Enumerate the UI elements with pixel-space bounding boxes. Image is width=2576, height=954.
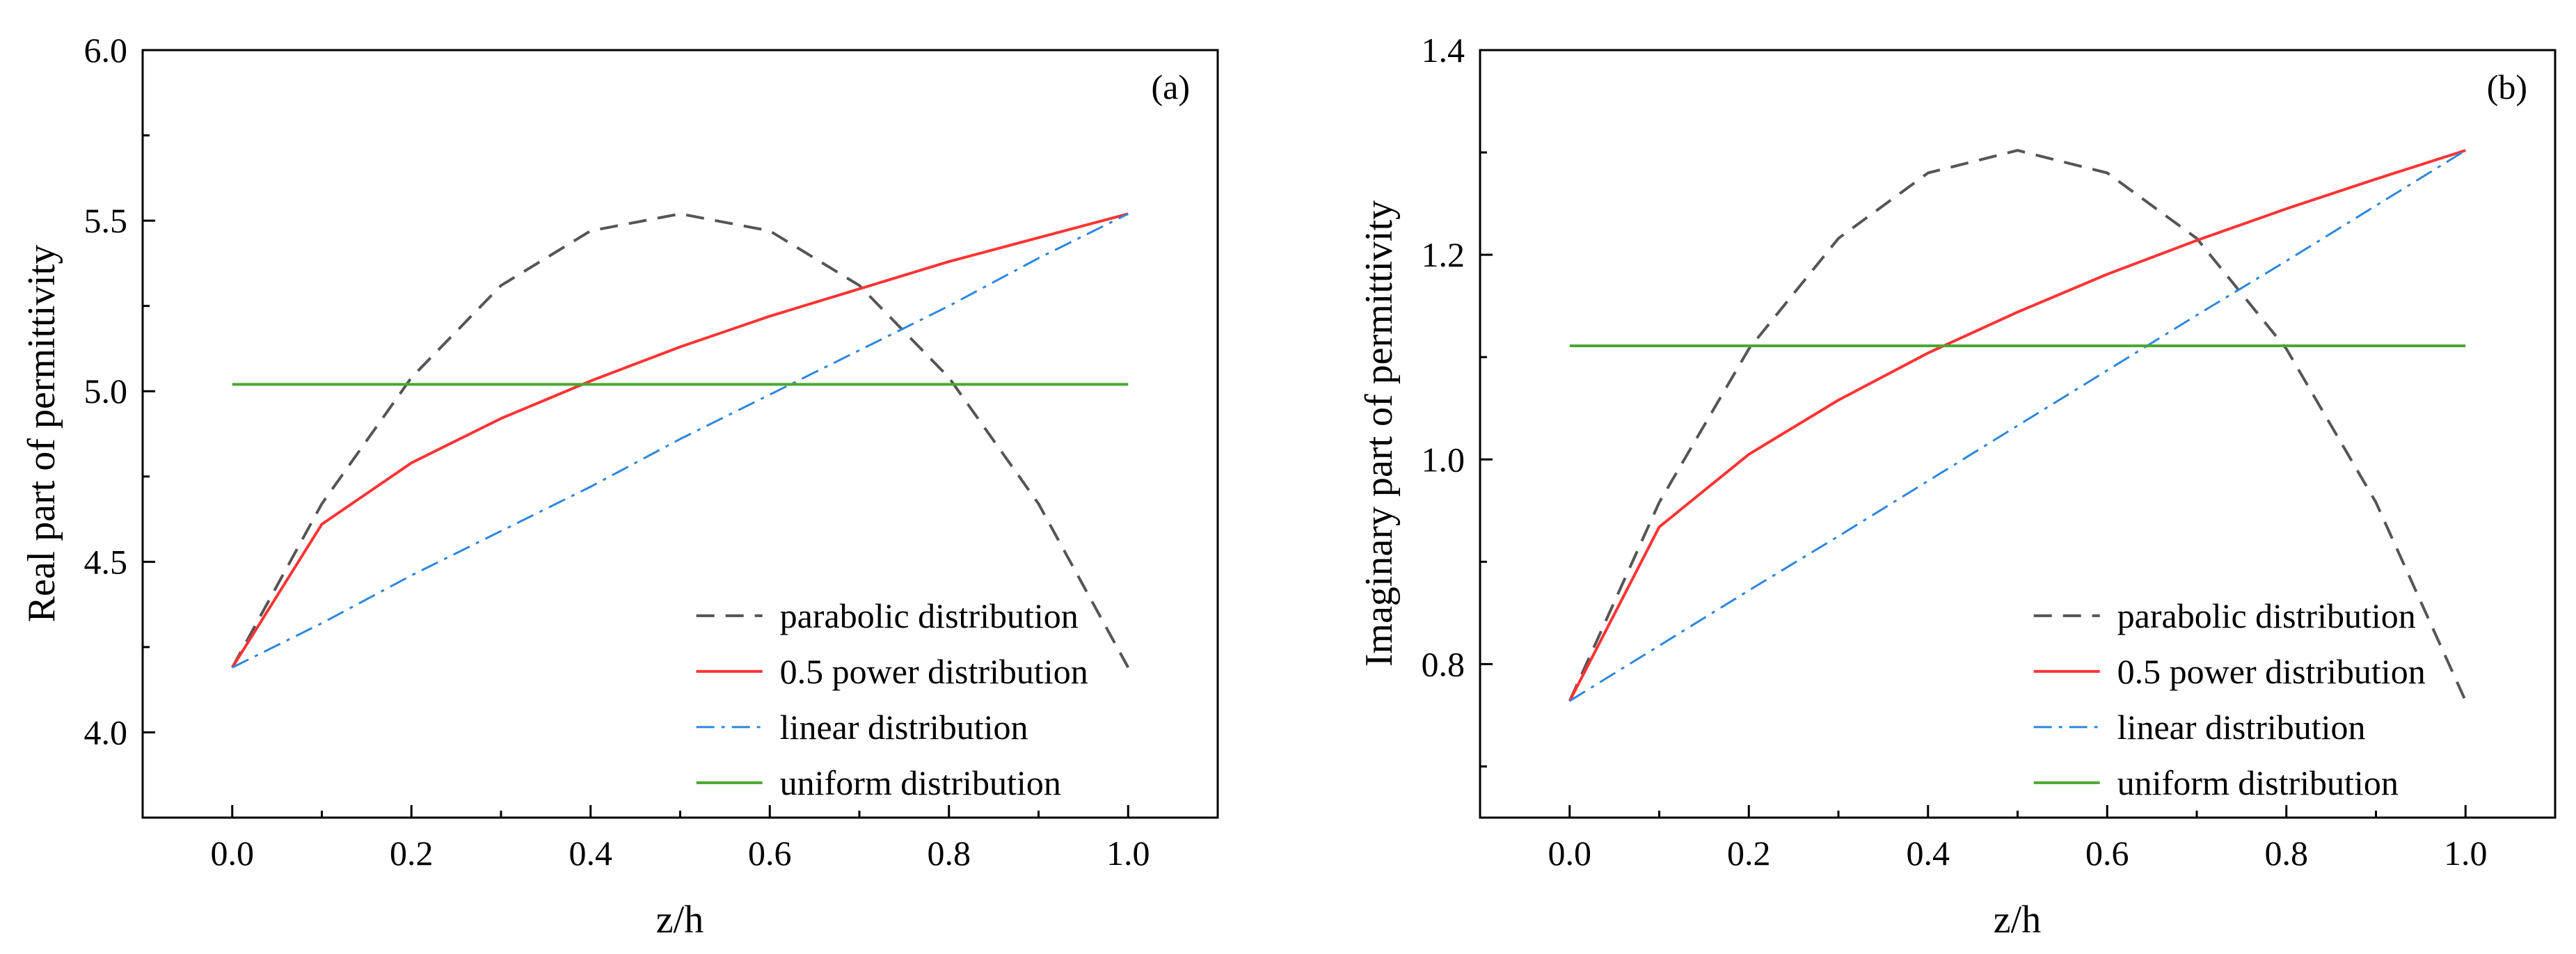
chart-panel-a: 0.0 0.2 0.4 0.6 0.8 1.0 4.0 4.5 5.0 5.5 6.0 parabo… bbox=[20, 31, 1219, 941]
y-tick-label: 4.5 bbox=[84, 542, 128, 581]
x-tick-label: 0.0 bbox=[1548, 834, 1592, 873]
legend: parabolic distribution 0.5 power distribu… bbox=[2033, 596, 2426, 802]
x-tick-label: 0.6 bbox=[2085, 834, 2129, 873]
tick-labels: 0.0 0.2 0.4 0.6 0.8 1.0 4.0 4.5 5.0 5.5 6.0 bbox=[84, 31, 1150, 873]
legend-label: parabolic distribution bbox=[780, 596, 1079, 635]
y-axis-label: Real part of permittivity bbox=[20, 245, 63, 623]
panel-label: (a) bbox=[1152, 67, 1191, 106]
legend-label: linear distribution bbox=[780, 708, 1028, 747]
y-tick-label: 4.0 bbox=[84, 713, 128, 752]
y-tick-label: 5.5 bbox=[84, 201, 128, 240]
y-tick-label: 1.4 bbox=[1422, 31, 1465, 70]
x-axis-label: z/h bbox=[656, 898, 703, 941]
tick-marks bbox=[143, 49, 1129, 818]
panel-label: (b) bbox=[2487, 67, 2527, 106]
tick-labels: 0.0 0.2 0.4 0.6 0.8 1.0 0.8 1.0 1.2 1.4 bbox=[1422, 31, 2488, 873]
plot-frame bbox=[141, 49, 1219, 819]
legend-label: uniform distribution bbox=[780, 763, 1061, 802]
y-tick-label: 5.0 bbox=[84, 372, 128, 411]
x-tick-label: 0.2 bbox=[390, 834, 434, 873]
series-line-3 bbox=[232, 212, 1129, 669]
y-tick-label: 1.2 bbox=[1422, 235, 1465, 274]
x-tick-label: 0.4 bbox=[569, 834, 613, 873]
chart-panel-b: 0.0 0.2 0.4 0.6 0.8 1.0 0.8 1.0 1.2 1.4 parabolic… bbox=[1358, 31, 2557, 941]
y-axis-label: Imaginary part of permittivity bbox=[1358, 200, 1401, 667]
series-line-2 bbox=[1568, 149, 2466, 702]
legend-label: 0.5 power distribution bbox=[780, 652, 1088, 691]
legend-label: linear distribution bbox=[2117, 708, 2366, 747]
legend-label: uniform distribution bbox=[2117, 763, 2399, 802]
tick-marks bbox=[1480, 49, 2467, 818]
series-layer bbox=[231, 212, 1130, 669]
legend-label: parabolic distribution bbox=[2117, 596, 2416, 635]
series-layer bbox=[1568, 149, 2467, 702]
x-tick-label: 0.8 bbox=[2265, 834, 2309, 873]
legend-label: 0.5 power distribution bbox=[2117, 652, 2426, 691]
series-line-2 bbox=[231, 212, 1129, 669]
x-tick-label: 0.2 bbox=[1727, 834, 1771, 873]
x-axis-label: z/h bbox=[1994, 898, 2041, 941]
y-tick-label: 1.0 bbox=[1422, 440, 1465, 479]
legend: parabolic distribution 0.5 power distribu… bbox=[696, 596, 1088, 802]
x-tick-label: 1.0 bbox=[2444, 834, 2488, 873]
x-tick-label: 0.4 bbox=[1907, 834, 1950, 873]
x-tick-label: 1.0 bbox=[1106, 834, 1150, 873]
x-tick-label: 0.0 bbox=[211, 834, 255, 873]
series-line-1 bbox=[1568, 149, 2467, 702]
y-tick-label: 6.0 bbox=[84, 31, 128, 70]
x-tick-label: 0.6 bbox=[748, 834, 792, 873]
x-tick-label: 0.8 bbox=[928, 834, 971, 873]
plot-frame bbox=[1479, 49, 2557, 819]
y-tick-label: 0.8 bbox=[1422, 644, 1465, 683]
